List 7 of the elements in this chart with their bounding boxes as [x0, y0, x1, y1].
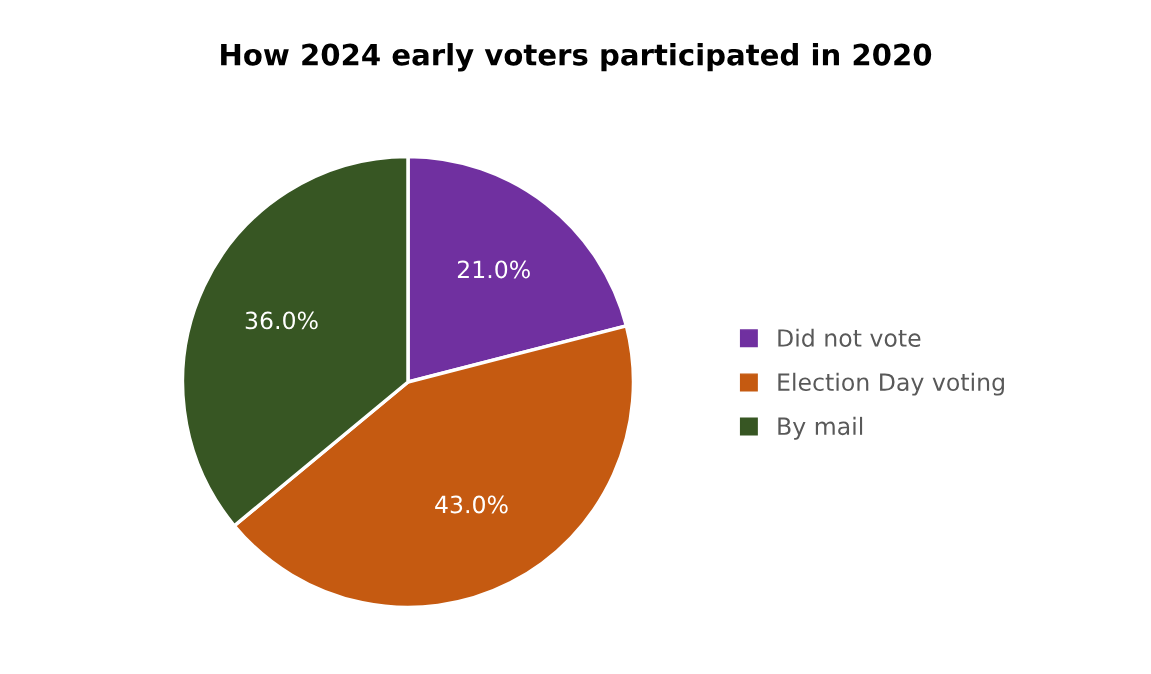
data-label: 43.0% — [435, 495, 508, 514]
data-label: 21.0% — [457, 260, 530, 279]
legend-label: Election Day voting — [778, 372, 1004, 396]
legend-label: By mail — [778, 416, 863, 440]
chart-title: How 2024 early voters participated in 2020 — [221, 43, 932, 72]
legend-label: Did not vote — [778, 328, 921, 347]
data-label: 36.0% — [245, 311, 318, 330]
